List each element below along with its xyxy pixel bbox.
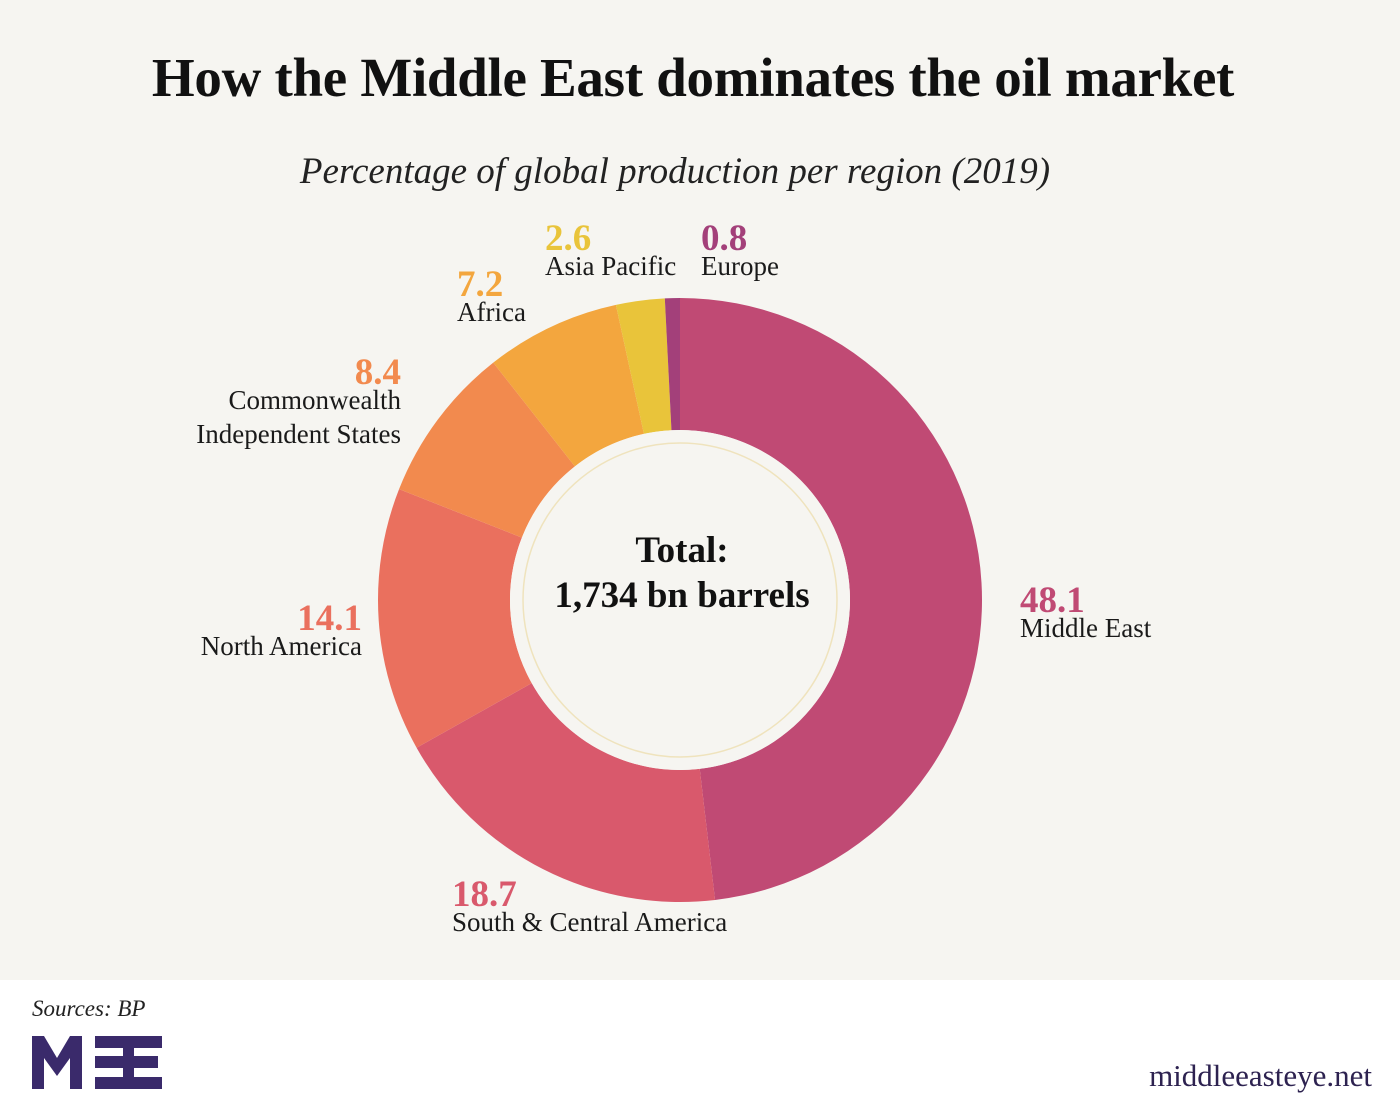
value-africa: 7.2 bbox=[457, 264, 504, 305]
name-south-central-america: South & Central America bbox=[452, 907, 728, 937]
label-asia-pacific: 2.6 Asia Pacific bbox=[545, 220, 676, 280]
total-value: 1,734 bn barrels bbox=[554, 575, 810, 616]
label-middle-east: 48.1 Middle East bbox=[1020, 582, 1151, 642]
label-cis: 8.4 Commonwealth Independent States bbox=[150, 354, 401, 448]
donut-segment-south-central-america bbox=[416, 683, 716, 903]
total-label: Total: bbox=[635, 530, 729, 571]
donut-center-total: Total: 1,734 bn barrels bbox=[520, 528, 844, 618]
name-cis-line2: Independent States bbox=[196, 419, 401, 449]
label-south-central-america: 18.7 South & Central America bbox=[452, 876, 727, 936]
donut-segment-commonwealth-independent-states bbox=[399, 362, 575, 538]
name-middle-east: Middle East bbox=[1020, 613, 1152, 643]
label-europe: 0.8 Europe bbox=[701, 220, 779, 280]
donut-chart bbox=[378, 298, 983, 903]
value-south-central-america: 18.7 bbox=[452, 874, 517, 915]
label-africa: 7.2 Africa bbox=[457, 266, 526, 326]
sources-note: Sources: BP bbox=[32, 996, 146, 1021]
mee-logo-icon[interactable] bbox=[32, 1036, 162, 1090]
value-cis: 8.4 bbox=[354, 352, 401, 393]
site-url-link[interactable]: middleeasteye.net bbox=[1149, 1058, 1372, 1093]
donut-segment-europe bbox=[664, 298, 680, 431]
chart-title: How the Middle East dominates the oil ma… bbox=[151, 47, 1235, 108]
name-europe: Europe bbox=[701, 251, 779, 281]
inner-ring bbox=[522, 442, 838, 758]
value-north-america: 14.1 bbox=[297, 598, 362, 639]
donut-segment-north-america bbox=[378, 489, 532, 748]
donut-hole bbox=[510, 430, 850, 770]
name-cis-line1: Commonwealth bbox=[228, 385, 401, 415]
donut-segment-africa bbox=[493, 304, 644, 467]
chart-subtitle: Percentage of global production per regi… bbox=[299, 151, 1051, 192]
name-asia-pacific: Asia Pacific bbox=[545, 251, 677, 281]
donut-segment-asia-pacific bbox=[615, 298, 672, 434]
name-north-america: North America bbox=[200, 631, 362, 661]
label-north-america: 14.1 North America bbox=[160, 600, 362, 660]
value-asia-pacific: 2.6 bbox=[545, 218, 592, 259]
value-europe: 0.8 bbox=[701, 218, 748, 259]
name-africa: Africa bbox=[457, 297, 526, 327]
value-middle-east: 48.1 bbox=[1020, 580, 1085, 621]
donut-segment-middle-east bbox=[680, 298, 983, 900]
